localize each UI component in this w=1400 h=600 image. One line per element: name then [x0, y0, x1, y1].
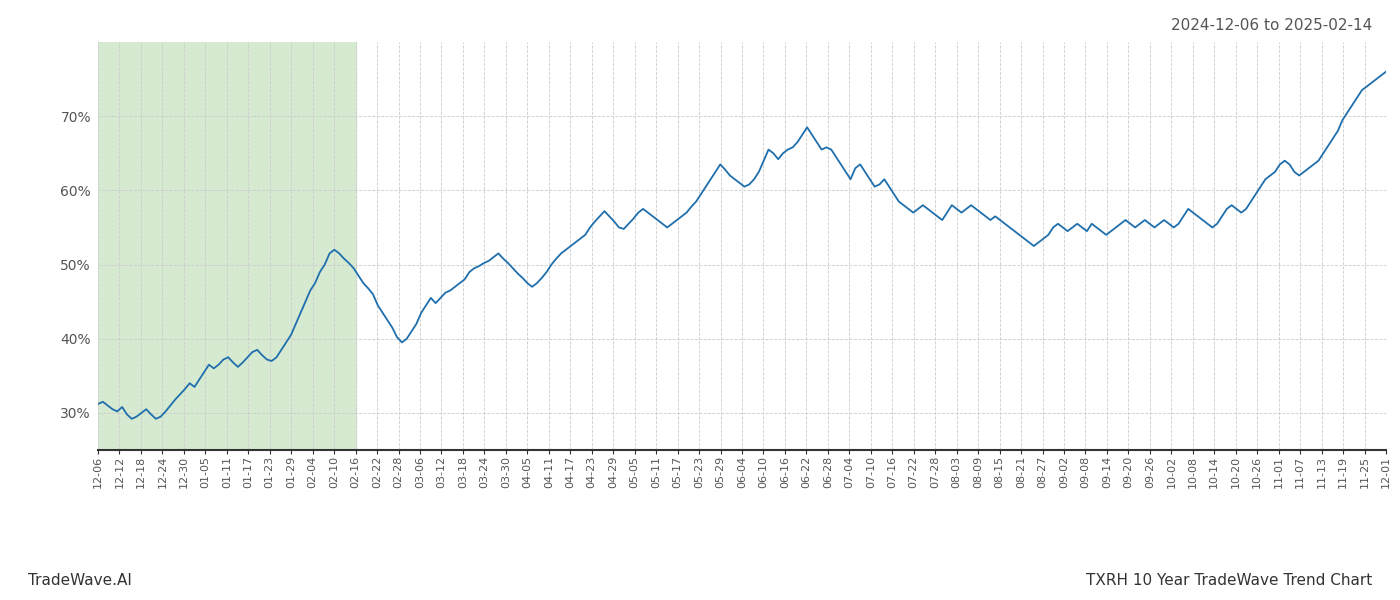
Text: TXRH 10 Year TradeWave Trend Chart: TXRH 10 Year TradeWave Trend Chart	[1086, 573, 1372, 588]
Bar	[98, 42, 356, 450]
Text: 2024-12-06 to 2025-02-14: 2024-12-06 to 2025-02-14	[1170, 18, 1372, 33]
Text: TradeWave.AI: TradeWave.AI	[28, 573, 132, 588]
